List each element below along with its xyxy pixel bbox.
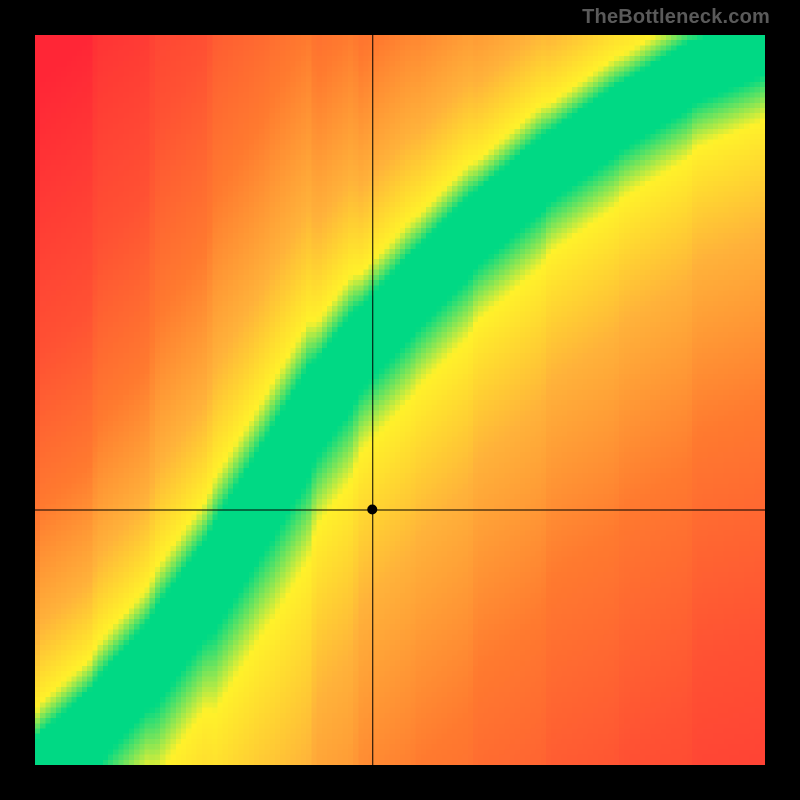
chart-container: { "watermark": { "text": "TheBottleneck.… xyxy=(0,0,800,800)
watermark-text: TheBottleneck.com xyxy=(582,6,770,29)
crosshair-overlay xyxy=(0,0,800,800)
